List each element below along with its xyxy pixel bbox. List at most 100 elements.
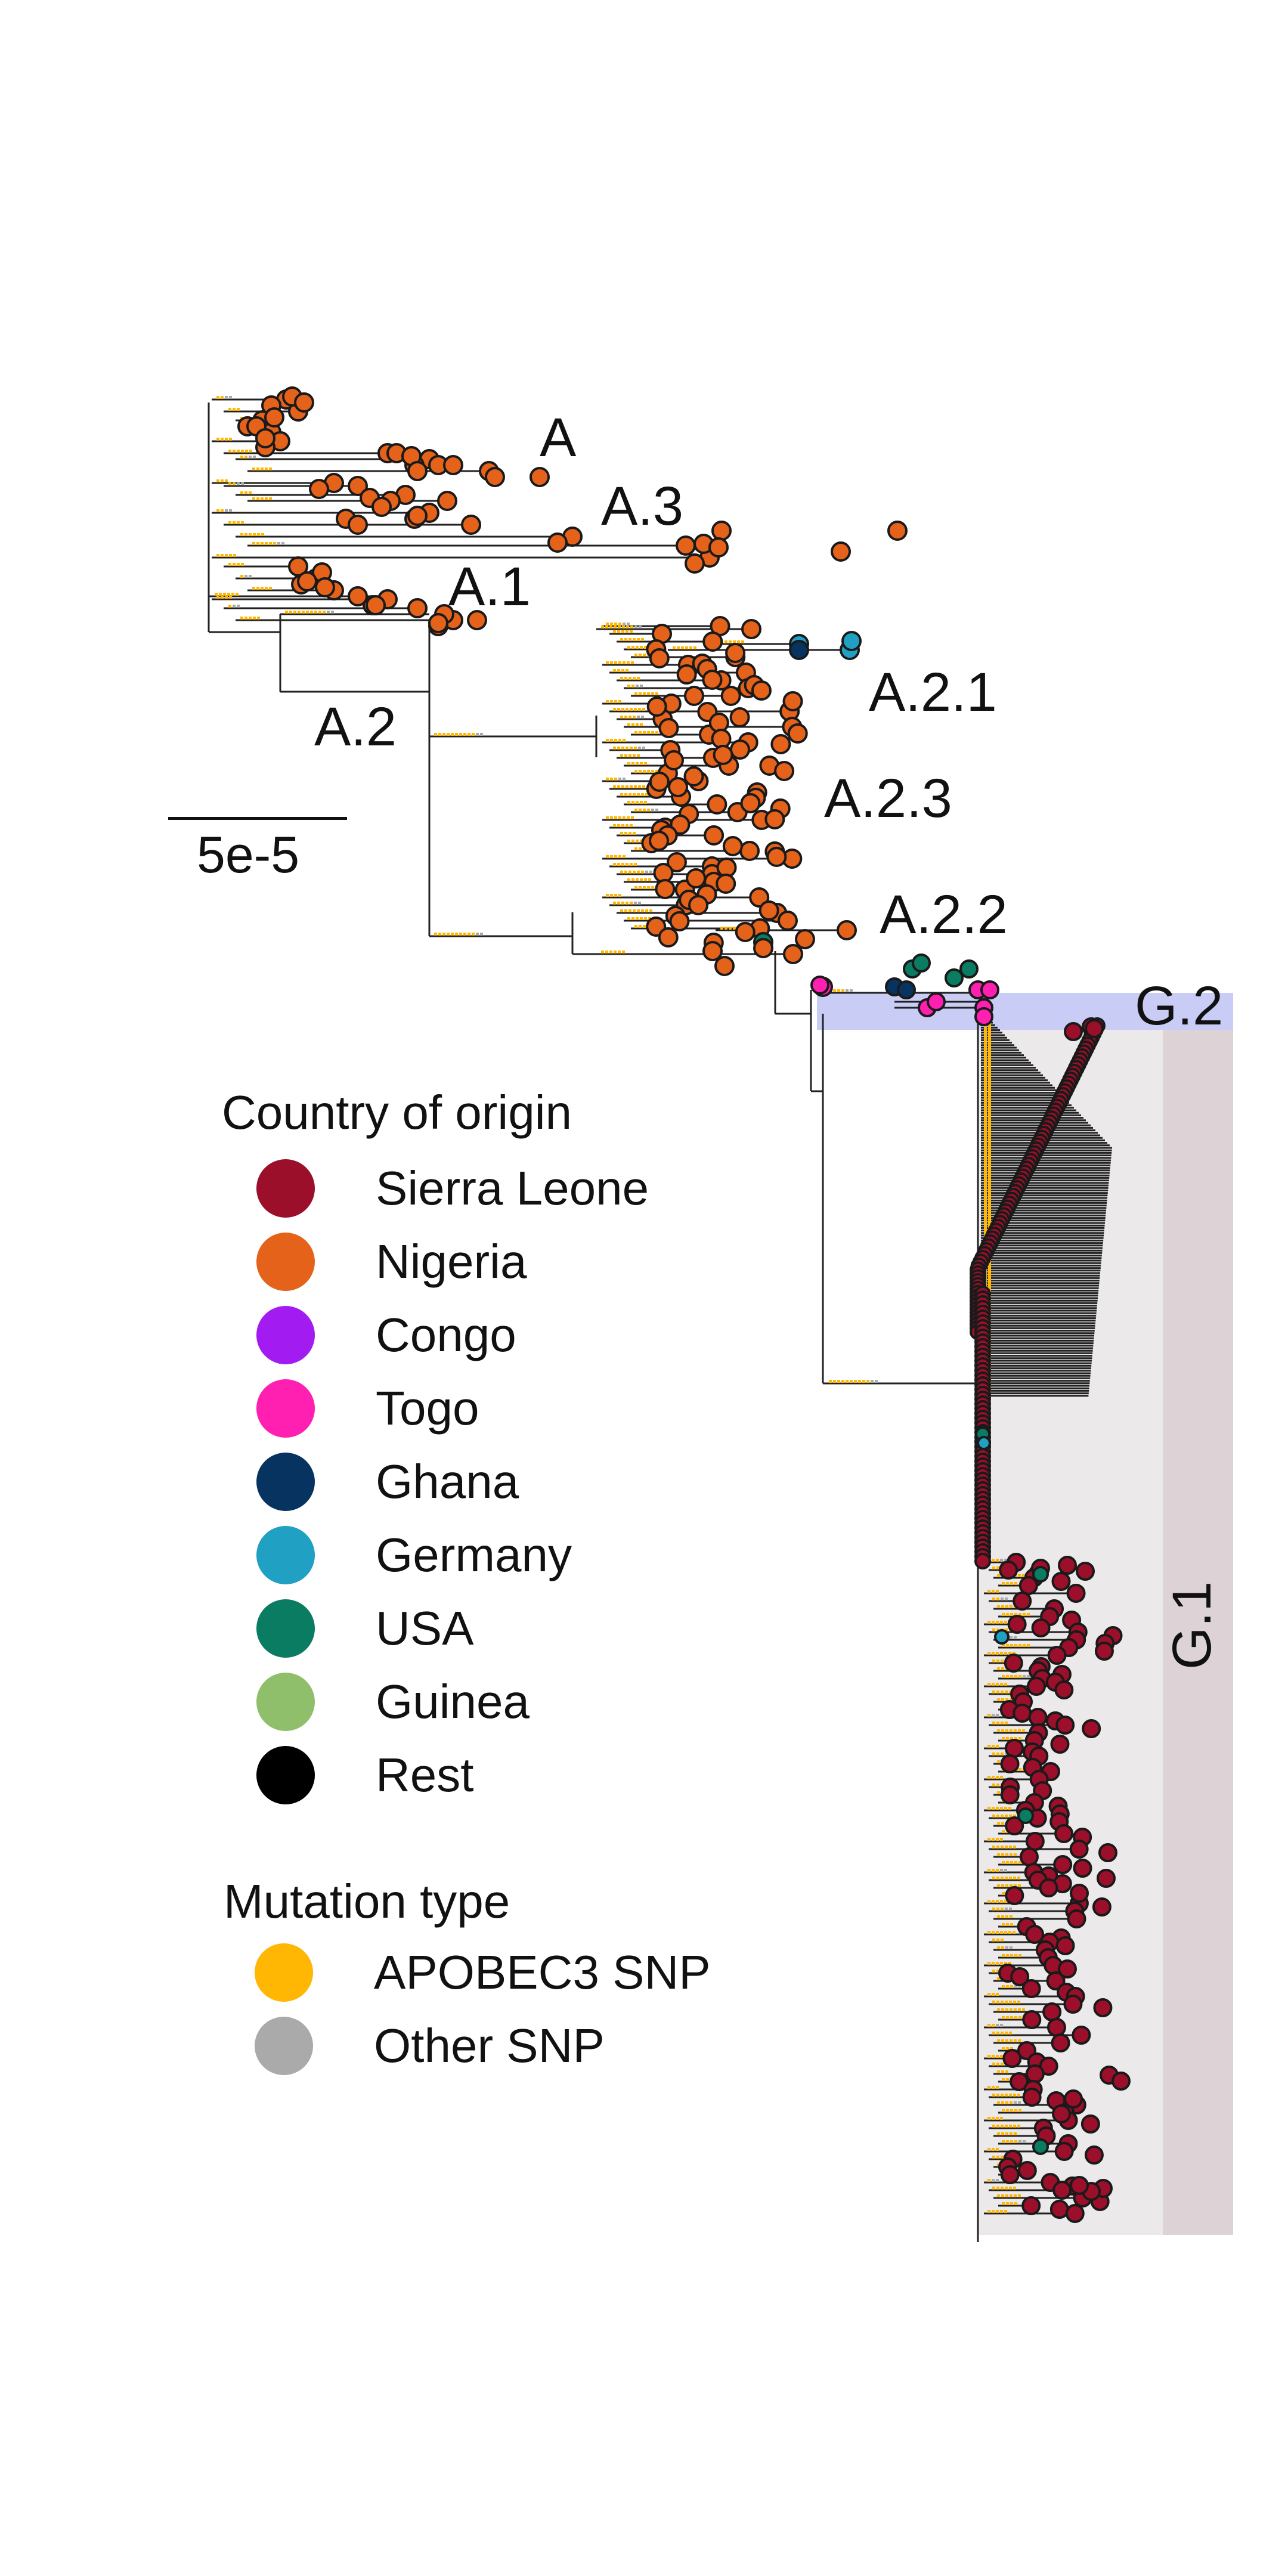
tip-node	[315, 577, 335, 597]
mutation-marker	[613, 824, 616, 827]
mutation-marker	[647, 886, 650, 889]
mutation-marker	[438, 933, 441, 936]
mutation-marker	[257, 533, 260, 536]
mutation-marker	[846, 989, 849, 992]
mutation-marker	[643, 731, 646, 734]
mutation-marker	[987, 2055, 990, 2058]
mutation-marker	[992, 2117, 995, 2120]
mutation-marker	[1000, 1807, 1003, 1810]
mutation-marker	[269, 497, 272, 500]
mutation-marker	[1006, 1613, 1009, 1616]
mutation-marker	[269, 467, 272, 470]
mutation-marker	[645, 871, 648, 874]
mutation-marker	[984, 1044, 987, 1047]
mutation-marker	[639, 886, 642, 889]
mutation-marker	[1005, 1853, 1008, 1856]
mutation-marker	[988, 1041, 991, 1045]
mutation-marker	[988, 1164, 991, 1168]
mutation-marker	[984, 1079, 987, 1082]
mutation-marker	[647, 692, 650, 695]
mutation-marker	[997, 1884, 1000, 1887]
mutation-marker	[996, 2032, 999, 2035]
mutation-marker	[997, 1698, 1000, 1701]
tip-node	[1000, 1785, 1020, 1804]
mutation-marker	[636, 685, 639, 688]
mutation-marker	[639, 692, 642, 695]
mutation-marker	[733, 640, 736, 643]
mutation-marker	[463, 933, 466, 936]
mutation-marker	[265, 467, 268, 470]
mutation-marker	[228, 521, 231, 524]
mutation-marker	[1002, 1737, 1005, 1740]
mutation-marker	[636, 801, 639, 804]
mutation-marker	[302, 611, 305, 614]
tip-node	[649, 648, 670, 668]
mutation-marker	[850, 1380, 853, 1383]
mutation-marker	[1014, 1613, 1017, 1616]
tip-node	[1052, 2181, 1072, 2200]
mutation-marker	[987, 1962, 990, 1965]
tip-node	[787, 723, 808, 744]
mutation-marker	[233, 408, 236, 411]
legend-country-label: Guinea	[376, 1675, 530, 1728]
mutation-marker	[984, 1191, 987, 1195]
mutation-marker	[984, 1101, 987, 1105]
mutation-marker	[984, 1086, 987, 1090]
mutation-marker	[1002, 1613, 1005, 1616]
mutation-marker	[724, 640, 727, 643]
mutation-marker	[655, 809, 658, 812]
mutation-marker	[1014, 2008, 1017, 2011]
mutation-marker	[643, 692, 646, 695]
mutation-marker	[984, 1194, 987, 1197]
mutation-marker	[627, 878, 630, 881]
mutation-marker	[327, 611, 330, 614]
scale-bar-label: 5e-5	[197, 826, 300, 884]
mutation-marker	[627, 685, 630, 688]
mutation-marker	[992, 1776, 995, 1779]
mutation-marker	[984, 1041, 987, 1045]
mutation-marker	[618, 626, 621, 628]
mutation-marker	[987, 2179, 990, 2182]
mutation-marker	[997, 2194, 1000, 2197]
mutation-marker	[1017, 2125, 1020, 2128]
mutation-marker	[992, 2024, 995, 2027]
legend-country-swatch	[256, 1453, 315, 1511]
mutation-marker	[651, 886, 654, 889]
mutation-marker	[237, 563, 240, 566]
tip-node	[1055, 1716, 1075, 1735]
mutation-marker	[606, 700, 609, 703]
mutation-marker	[1014, 2016, 1017, 2019]
legend-country-label: Germany	[376, 1528, 572, 1581]
mutation-marker	[984, 1137, 987, 1140]
mutation-marker	[610, 894, 613, 897]
mutation-marker	[988, 1064, 991, 1067]
mutation-marker	[626, 669, 628, 672]
mutation-marker	[623, 623, 626, 626]
mutation-marker	[1006, 1954, 1009, 1957]
mutation-marker	[988, 1284, 991, 1288]
mutation-marker	[984, 1104, 987, 1107]
mutation-marker	[1017, 2094, 1020, 2097]
mutation-marker	[1001, 1659, 1004, 1662]
mutation-marker	[630, 630, 633, 633]
mutation-marker	[988, 1104, 991, 1107]
mutation-marker	[606, 623, 609, 626]
mutation-marker	[987, 1900, 990, 1903]
mutation-marker	[645, 909, 648, 912]
mutation-marker	[1013, 1877, 1016, 1880]
mutation-marker	[1014, 2039, 1017, 2042]
mutation-marker	[992, 2063, 995, 2066]
mutation-marker	[626, 785, 628, 788]
mutation-marker	[225, 396, 228, 399]
tip-node	[658, 718, 679, 738]
mutation-marker	[1023, 1644, 1026, 1647]
mutation-marker	[253, 456, 256, 459]
mutation-marker	[639, 731, 642, 734]
mutation-marker	[1013, 1931, 1015, 1934]
mutation-marker	[984, 1199, 987, 1203]
mutation-marker	[627, 661, 630, 664]
tip-node	[1064, 2089, 1083, 2109]
mutation-marker	[265, 497, 268, 500]
mutation-marker	[1013, 2125, 1016, 2128]
